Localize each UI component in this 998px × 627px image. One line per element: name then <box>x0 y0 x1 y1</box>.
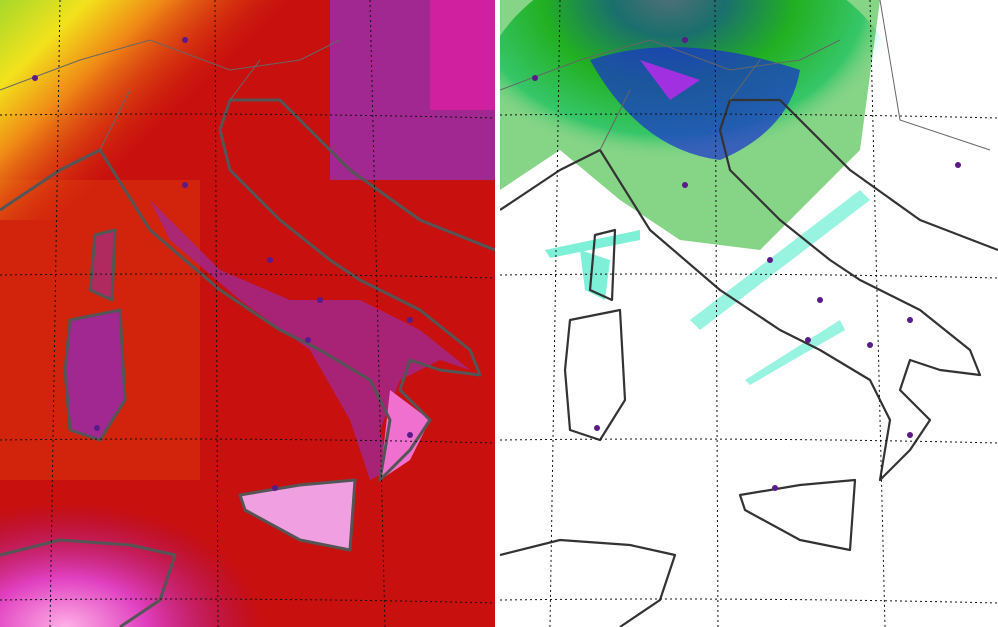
cities <box>32 37 413 491</box>
coastlines <box>0 39 495 627</box>
left-map <box>0 0 495 627</box>
coastlines <box>500 0 998 627</box>
right-map <box>500 0 998 627</box>
cities <box>532 37 961 491</box>
